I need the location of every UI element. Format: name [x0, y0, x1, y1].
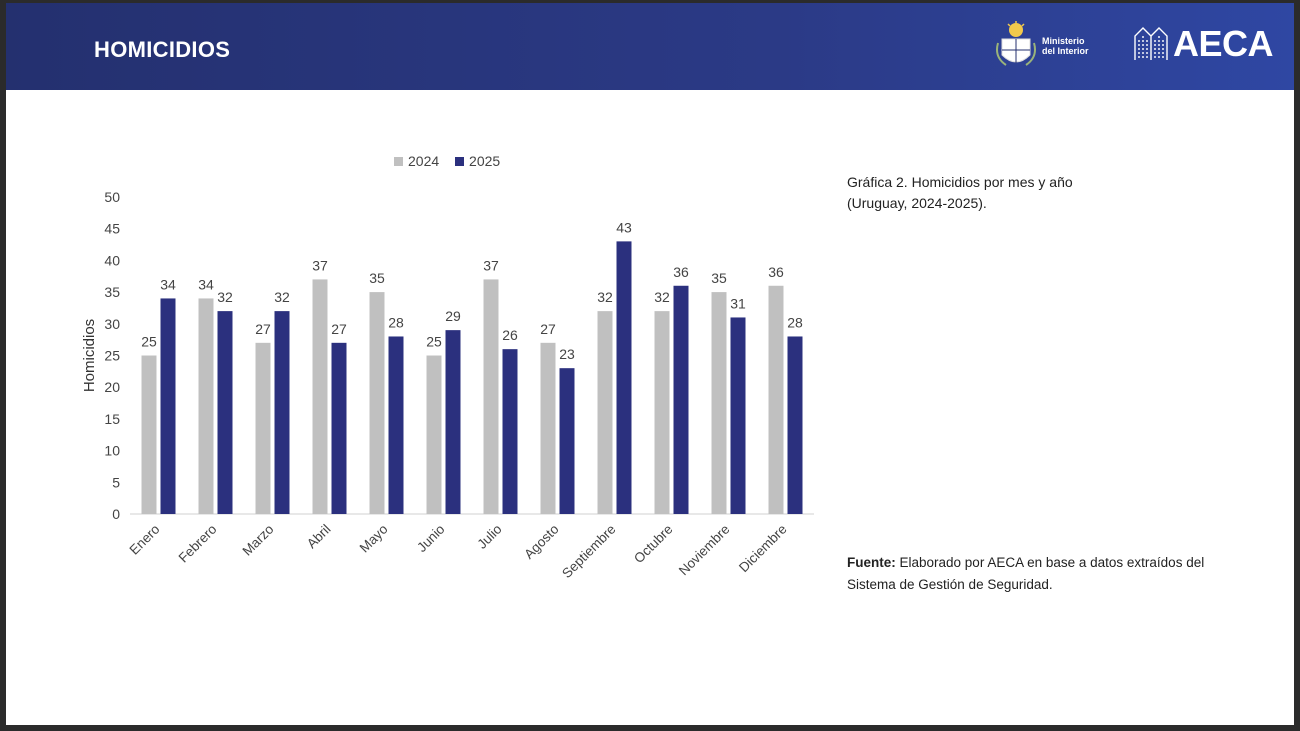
- data-label-2025: 28: [787, 314, 803, 330]
- bar-2025-septiembre: [616, 241, 632, 514]
- data-label-2024: 37: [483, 257, 499, 273]
- bar-2024-septiembre: [597, 311, 613, 514]
- legend-item-2025: 2025: [455, 153, 500, 169]
- bar-2025-junio: [445, 330, 461, 514]
- y-tick-label: 20: [104, 379, 120, 395]
- bar-2025-octubre: [673, 285, 689, 514]
- bar-2025-marzo: [274, 311, 290, 514]
- bar-2025-febrero: [217, 311, 233, 514]
- bar-2024-julio: [483, 279, 499, 514]
- source-line-2: Sistema de Gestión de Seguridad.: [847, 577, 1053, 592]
- x-tick-label: Mayo: [357, 522, 391, 556]
- data-label-2024: 25: [141, 334, 157, 350]
- source-text: Elaborado por AECA en base a datos extra…: [895, 555, 1205, 570]
- ministerio-logo: Ministerio del Interior: [994, 21, 1104, 73]
- bar-2024-marzo: [255, 342, 271, 514]
- x-tick-label: Julio: [474, 522, 504, 552]
- aeca-wordmark: AECA: [1173, 23, 1274, 64]
- legend-swatch-2024: [394, 157, 403, 166]
- data-label-2025: 43: [616, 219, 632, 235]
- bar-2024-enero: [141, 355, 157, 514]
- bar-2025-agosto: [559, 368, 575, 514]
- data-label-2024: 27: [540, 321, 556, 337]
- data-label-2025: 27: [331, 321, 347, 337]
- bar-2024-mayo: [369, 292, 385, 514]
- page-title: HOMICIDIOS: [94, 37, 231, 62]
- data-label-2025: 32: [217, 289, 233, 305]
- data-label-2024: 25: [426, 334, 442, 350]
- data-label-2025: 34: [160, 276, 176, 292]
- data-label-2025: 32: [274, 289, 290, 305]
- legend-swatch-2025: [455, 157, 465, 166]
- bar-2025-abril: [331, 342, 347, 514]
- bar-2025-enero: [160, 298, 176, 514]
- bar-chart: 0 5 10 15 20 25 30 35 40 45 50 Homicidios 25 34 Enero 3…: [81, 189, 814, 581]
- chart-caption: Gráfica 2. Homicidios por mes y año (Uru…: [847, 172, 1177, 214]
- bar-2024-abril: [312, 279, 328, 514]
- y-tick-label: 5: [112, 474, 120, 490]
- data-label-2024: 35: [369, 270, 385, 286]
- data-label-2025: 36: [673, 264, 689, 280]
- header-bar: HOMICIDIOS Ministerio del Interior: [6, 3, 1294, 90]
- y-tick-label: 50: [104, 189, 120, 205]
- data-label-2024: 34: [198, 276, 214, 292]
- bar-2025-diciembre: [787, 336, 803, 514]
- bar-2024-agosto: [540, 342, 556, 514]
- x-tick-label: Noviembre: [676, 522, 733, 579]
- data-label-2025: 26: [502, 327, 518, 343]
- bar-2024-junio: [426, 355, 442, 514]
- bar-2025-noviembre: [730, 317, 746, 514]
- y-axis-title: Homicidios: [81, 319, 98, 392]
- x-tick-label: Agosto: [521, 522, 561, 562]
- x-tick-label: Octubre: [631, 522, 676, 567]
- bar-2025-julio: [502, 349, 518, 514]
- x-tick-label: Junio: [414, 522, 447, 555]
- legend-label-2024: 2024: [408, 153, 440, 169]
- x-tick-label: Febrero: [176, 522, 220, 566]
- data-label-2024: 35: [711, 270, 727, 286]
- slide: HOMICIDIOS Ministerio del Interior: [6, 3, 1294, 725]
- x-tick-label: Septiembre: [559, 522, 618, 581]
- x-tick-label: Marzo: [239, 522, 276, 559]
- data-label-2025: 29: [445, 308, 461, 324]
- y-tick-label: 45: [104, 221, 120, 237]
- source-line-1: Fuente: Elaborado por AECA en base a dat…: [847, 552, 1247, 574]
- y-tick-label: 10: [104, 443, 120, 459]
- y-tick-label: 15: [104, 411, 120, 427]
- bar-2024-octubre: [654, 311, 670, 514]
- bar-2024-febrero: [198, 298, 214, 514]
- data-label-2024: 32: [597, 289, 613, 305]
- data-label-2024: 32: [654, 289, 670, 305]
- legend-item-2024: 2024: [394, 153, 439, 169]
- y-tick-label: 30: [104, 316, 120, 332]
- x-tick-label: Abril: [304, 522, 334, 552]
- data-label-2025: 23: [559, 346, 575, 362]
- legend-label-2025: 2025: [469, 153, 501, 169]
- data-label-2025: 31: [730, 295, 746, 311]
- ministerio-label: Ministerio del Interior: [1042, 36, 1089, 56]
- x-tick-label: Diciembre: [736, 522, 790, 576]
- bar-2025-mayo: [388, 336, 404, 514]
- data-label-2025: 28: [388, 314, 404, 330]
- y-tick-label: 0: [112, 506, 120, 522]
- caption-line-2: (Uruguay, 2024-2025).: [847, 195, 987, 211]
- y-tick-label: 25: [104, 348, 120, 364]
- data-label-2024: 27: [255, 321, 271, 337]
- caption-line-1: Gráfica 2. Homicidios por mes y año: [847, 174, 1073, 190]
- chart-legend: 2024 2025: [394, 153, 512, 171]
- source-label: Fuente:: [847, 555, 896, 570]
- bar-2024-diciembre: [768, 285, 784, 514]
- aeca-logo: AECA: [1133, 23, 1274, 67]
- y-tick-label: 35: [104, 284, 120, 300]
- aeca-building-icon: [1134, 27, 1168, 60]
- source-note: Fuente: Elaborado por AECA en base a dat…: [847, 552, 1247, 596]
- data-label-2024: 36: [768, 264, 784, 280]
- y-tick-label: 40: [104, 252, 120, 268]
- coat-of-arms-icon: [996, 21, 1036, 66]
- data-label-2024: 37: [312, 257, 328, 273]
- bar-2024-noviembre: [711, 292, 727, 514]
- x-tick-label: Enero: [127, 522, 163, 558]
